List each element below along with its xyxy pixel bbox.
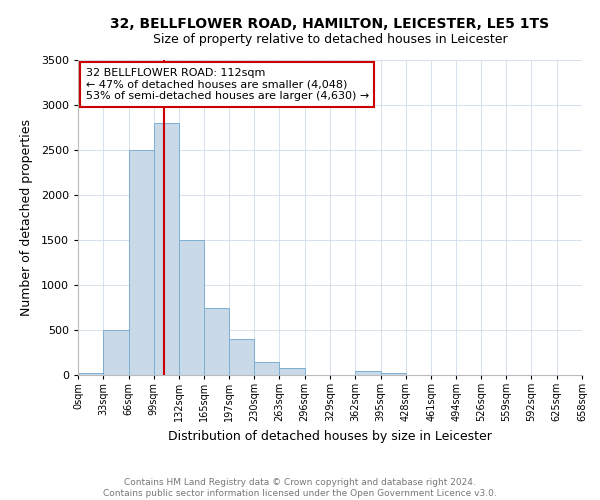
Bar — [280, 368, 305, 375]
Text: Contains HM Land Registry data © Crown copyright and database right 2024.
Contai: Contains HM Land Registry data © Crown c… — [103, 478, 497, 498]
Bar — [179, 240, 205, 375]
Bar — [254, 362, 280, 375]
Bar — [205, 308, 229, 375]
Text: 32 BELLFLOWER ROAD: 112sqm
← 47% of detached houses are smaller (4,048)
53% of s: 32 BELLFLOWER ROAD: 112sqm ← 47% of deta… — [86, 68, 369, 101]
Y-axis label: Number of detached properties: Number of detached properties — [20, 119, 32, 316]
Bar — [355, 370, 380, 375]
Bar — [78, 373, 103, 375]
Bar — [128, 150, 154, 375]
Bar — [103, 330, 128, 375]
Bar — [380, 373, 406, 375]
Bar — [154, 123, 179, 375]
X-axis label: Distribution of detached houses by size in Leicester: Distribution of detached houses by size … — [168, 430, 492, 442]
Text: Size of property relative to detached houses in Leicester: Size of property relative to detached ho… — [152, 32, 508, 46]
Bar — [229, 339, 254, 375]
Text: 32, BELLFLOWER ROAD, HAMILTON, LEICESTER, LE5 1TS: 32, BELLFLOWER ROAD, HAMILTON, LEICESTER… — [110, 18, 550, 32]
